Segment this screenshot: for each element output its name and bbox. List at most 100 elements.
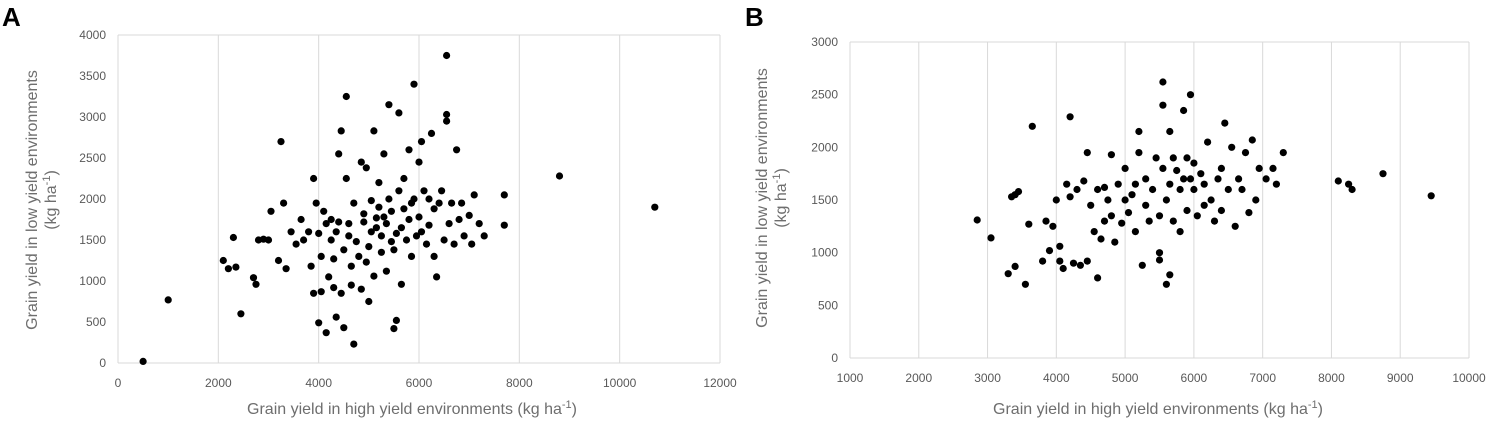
panel-a-data-point: [237, 310, 245, 318]
panel-a-data-point: [500, 191, 508, 199]
panel-a-data-point: [448, 199, 456, 207]
panel-b-data-point: [1135, 149, 1143, 157]
panel-b-data-point: [1076, 261, 1084, 269]
panel-b-data-point: [1107, 151, 1115, 159]
panel-b-data-point: [1255, 164, 1263, 172]
panel-a-data-point: [315, 319, 323, 327]
panel-b-data-point: [1131, 180, 1139, 188]
panel-a-data-point: [350, 199, 358, 207]
panel-a-data-point: [305, 228, 313, 236]
panel-a-y-tick-label: 2500: [79, 151, 106, 165]
panel-a-data-point: [300, 236, 308, 244]
panel-b-data-point: [1052, 196, 1060, 204]
panel-b-x-tick-label: 8000: [1318, 371, 1345, 385]
panel-b-data-point: [1149, 185, 1157, 194]
panel-b-y-axis-title-line2: (kg ha-1): [771, 168, 790, 228]
panel-b-x-axis-title: Grain yield in high yield environments (…: [993, 399, 1323, 418]
panel-a-data-point: [480, 232, 488, 240]
panel-a-data-point: [307, 262, 315, 270]
panel-b-data-point: [1107, 212, 1115, 220]
panel-b-data-point: [1193, 212, 1201, 220]
panel-b-x-tick-label: 4000: [1043, 371, 1070, 385]
panel-a-data-point: [443, 117, 451, 125]
panel-a-data-point: [360, 218, 368, 226]
panel-a-data-point: [330, 284, 338, 292]
panel-a-data-point: [380, 150, 388, 158]
panel-a-data-point: [392, 229, 400, 237]
panel-a-data-point: [360, 210, 368, 218]
panel-a-data-point: [335, 150, 343, 158]
panel-a-data-point: [453, 146, 461, 154]
panel-a-data-point: [395, 187, 403, 195]
panel-b-data-point: [1231, 222, 1239, 230]
panel-a-data-point: [332, 228, 340, 236]
panel-a-data-point: [651, 203, 659, 211]
panel-b-data-point: [1056, 242, 1064, 250]
panel-a-data-point: [468, 240, 476, 248]
panel-a-data-point: [372, 214, 380, 222]
panel-a-data-point: [400, 174, 408, 183]
panel-a-data-point: [362, 258, 370, 266]
panel-b-data-point: [1379, 170, 1387, 178]
panel-b-data-point: [1334, 177, 1342, 185]
panel-b-y-tick-label: 3000: [811, 35, 838, 49]
panel-a-data-point: [387, 207, 395, 215]
panel-a-x-tick-label: 6000: [406, 376, 433, 390]
panel-a-data-point: [415, 158, 423, 166]
panel-b-data-point: [1080, 177, 1088, 185]
panel-b-data-point: [1083, 149, 1091, 157]
panel-a-data-point: [345, 220, 353, 228]
panel-a-data-point: [362, 164, 370, 172]
panel-a-data-point: [445, 220, 453, 228]
panel-b-data-point: [1042, 217, 1050, 225]
panel-a-data-point: [400, 205, 408, 213]
panel-a-data-point: [475, 220, 483, 228]
panel-a-data-point: [282, 265, 290, 273]
panel-a-data-point: [355, 252, 363, 260]
panel-a-data-point: [297, 215, 305, 224]
panel-a-data-point: [342, 174, 350, 183]
panel-a-data-point: [422, 240, 431, 248]
panel-a-data-point: [372, 224, 380, 232]
panel-b-x-tick-label: 7000: [1249, 371, 1276, 385]
panel-b-data-point: [1173, 166, 1181, 175]
panel-a-data-point: [450, 240, 458, 248]
panel-a-data-point: [370, 127, 378, 135]
panel-a-data-point: [555, 172, 564, 180]
panel-b-data-point: [1348, 185, 1356, 194]
panel-b-data-point: [1094, 274, 1102, 282]
panel-b-data-point: [1114, 180, 1122, 188]
panel-a-data-point: [164, 296, 172, 304]
panel-b-data-point: [1045, 247, 1054, 255]
panel-a-data-point: [392, 316, 400, 324]
panel-a-data-point: [425, 221, 433, 229]
panel-b-data-point: [1238, 185, 1246, 194]
panel-a-data-point: [312, 199, 320, 207]
panel-a-data-point: [330, 255, 338, 263]
panel-b-data-point: [1049, 222, 1057, 230]
panel-b-data-point: [973, 216, 981, 224]
panel-a-data-point: [335, 218, 343, 226]
panel-b-data-point: [1014, 188, 1023, 196]
panel-b-data-point: [1155, 212, 1164, 220]
panel-b-data-point: [1094, 185, 1102, 194]
panel-a-data-point: [357, 285, 365, 293]
panel-a-data-point: [460, 232, 468, 240]
panel-a-data-point: [375, 179, 383, 187]
panel-a-data-point: [410, 80, 418, 88]
panel-a-grid: [117, 34, 721, 364]
panel-b-data-point: [1142, 201, 1150, 209]
panel-b-data-point: [1069, 259, 1078, 267]
panel-a-x-tick-label: 4000: [305, 376, 332, 390]
panel-a-data-point: [274, 256, 283, 265]
panel-b-data-point: [1087, 201, 1095, 209]
panel-b-data-point: [1166, 271, 1174, 279]
panel-a-data-point: [470, 191, 478, 199]
panel-b-data-point: [1235, 175, 1243, 183]
panel-b-data-point: [1200, 180, 1208, 188]
panel-a-data-point: [405, 146, 413, 154]
panel-b-data-point: [1169, 154, 1177, 162]
panel-a-data-point: [264, 236, 273, 244]
panel-a-data-point: [443, 51, 451, 60]
panel-a-x-ticks: 0 2000 4000 6000 8000 10000 12000: [115, 376, 737, 390]
